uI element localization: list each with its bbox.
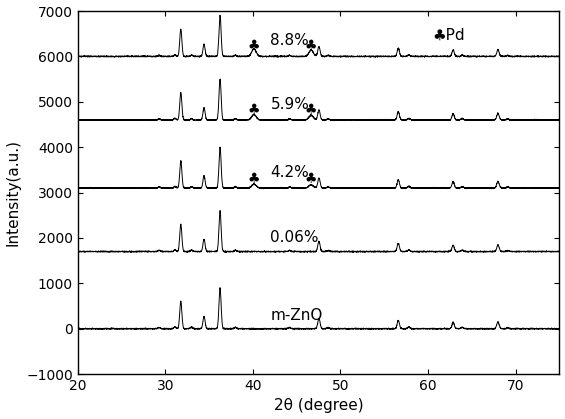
Text: ♣Pd: ♣Pd [432, 28, 465, 43]
Text: ♣: ♣ [305, 103, 318, 118]
X-axis label: 2θ (degree): 2θ (degree) [274, 398, 363, 414]
Text: ♣: ♣ [247, 172, 260, 186]
Text: 4.2%: 4.2% [271, 165, 309, 180]
Text: ♣: ♣ [305, 39, 318, 53]
Text: 5.9%: 5.9% [271, 97, 309, 111]
Text: ♣: ♣ [247, 103, 260, 118]
Y-axis label: Intensity(a.u.): Intensity(a.u.) [6, 139, 20, 246]
Text: ♣: ♣ [305, 172, 318, 186]
Text: m-ZnO: m-ZnO [271, 308, 323, 323]
Text: 8.8%: 8.8% [271, 33, 309, 48]
Text: 0.06%: 0.06% [271, 230, 319, 246]
Text: ♣: ♣ [247, 39, 260, 53]
